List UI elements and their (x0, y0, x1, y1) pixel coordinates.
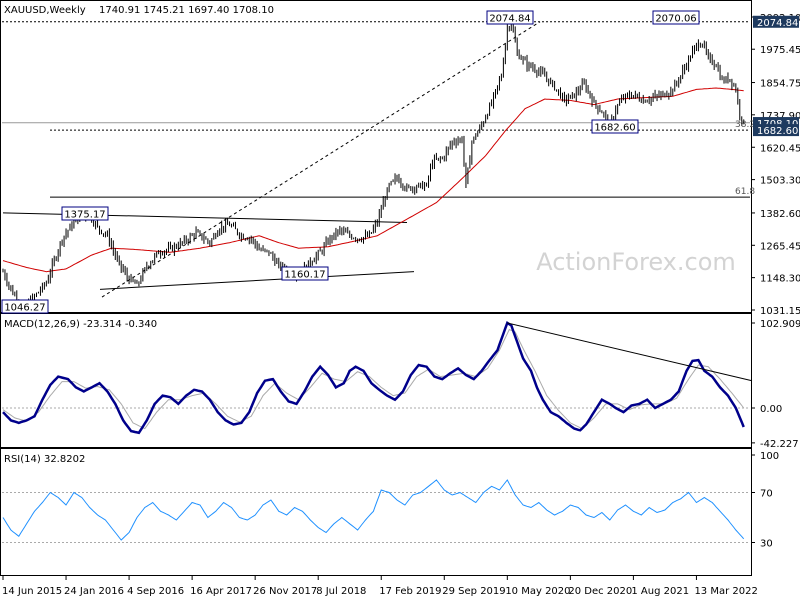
x-tick-label: 24 Jan 2016 (64, 586, 124, 597)
x-tick-label: 4 Sep 2016 (127, 586, 184, 597)
price-tag: 2074.84 (757, 18, 798, 29)
low-1160-label-box (281, 266, 329, 281)
price-panel (0, 0, 752, 313)
channel-lower-line (99, 271, 415, 290)
y-tick-label: 1382.60 (760, 209, 800, 220)
low-1682-label-box (591, 119, 639, 134)
x-tick-label: 1 Aug 2021 (631, 586, 689, 597)
low-1160-label: 1160.17 (284, 270, 325, 281)
x-tick-label: 20 Dec 2020 (568, 586, 632, 597)
y-tick-label: 1031.15 (760, 306, 800, 317)
high-1375-label: 1375.17 (64, 210, 105, 221)
x-tick-label: 14 Jun 2015 (2, 586, 62, 597)
fib-38-label: 38.2 (735, 120, 755, 130)
x-tick-label: 10 May 2020 (505, 586, 570, 597)
y-tick-label: 1148.30 (760, 274, 800, 285)
y-tick-label: 1737.90 (760, 111, 800, 122)
dotted-trendline (101, 21, 541, 298)
low-1046-label: 1046.27 (4, 303, 45, 314)
y-tick-label: 1503.30 (760, 176, 800, 187)
x-tick-label: 17 Feb 2019 (379, 586, 441, 597)
high-2074-label: 2074.84 (489, 14, 530, 25)
rsi-y-tick-label: 70 (760, 489, 773, 500)
x-tick-label: 29 Sep 2019 (442, 586, 505, 597)
rsi-y-tick-label: 30 (760, 539, 773, 550)
macd-y-tick-label: 0.00 (760, 404, 782, 415)
y-tick-label: 1975.45 (760, 45, 800, 56)
x-tick-label: 16 Apr 2017 (190, 586, 252, 597)
y-tick-label: 1854.75 (760, 79, 800, 90)
price-tag-box (753, 15, 799, 28)
macd-line (2, 321, 745, 435)
rsi-line (2, 479, 745, 541)
price-tag: 1682.60 (757, 126, 798, 137)
macd-y-tick-label: 102.909 (760, 319, 800, 330)
rsi-y-tick-label: 100 (760, 451, 779, 462)
macd-y-tick-label: -42.227 (760, 439, 799, 450)
low-1682-label: 1682.60 (594, 123, 635, 134)
ohlc-label: 1740.91 1745.21 1697.40 1708.10 (99, 5, 274, 16)
moving-average-line (2, 87, 744, 273)
low-1046-label-box (1, 299, 49, 314)
x-tick-label: 26 Nov 2017 (253, 586, 317, 597)
rsi-panel (0, 448, 752, 576)
symbol-label: XAUUSD,Weekly (4, 5, 86, 16)
high-1375-label-box (61, 206, 109, 221)
high-2074-label-box (486, 10, 534, 25)
x-tick-label: 13 Mar 2022 (694, 586, 757, 597)
fib-61-label: 61.8 (735, 187, 755, 197)
macd-trendline (507, 322, 753, 382)
high-2070-label-box (652, 10, 700, 25)
y-tick-label: 1265.45 (760, 241, 800, 252)
high-2070-label: 2070.06 (655, 14, 696, 25)
price-tag-box (753, 124, 799, 137)
macd-signal-line (2, 328, 745, 430)
y-tick-label: 1620.45 (760, 143, 800, 154)
macd-label: MACD(12,26,9) -23.314 -0.340 (4, 319, 157, 330)
x-tick-label: 8 Jul 2018 (316, 586, 366, 597)
watermark: ActionForex.com (536, 248, 736, 276)
rsi-label: RSI(14) 32.8202 (4, 454, 85, 465)
